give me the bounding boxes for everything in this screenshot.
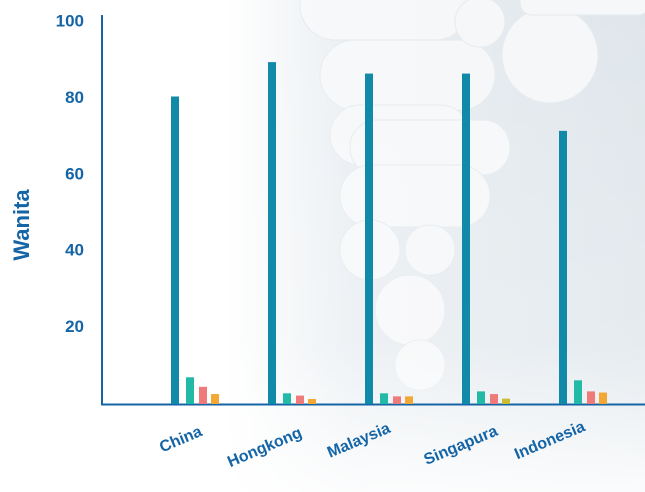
y-tick-label: 80 xyxy=(65,88,84,107)
bar-singapura-series-2 xyxy=(477,391,485,404)
bar-china-series-3 xyxy=(199,386,207,404)
y-tick-label: 20 xyxy=(65,317,84,336)
y-axis-title: Wanita xyxy=(9,189,34,261)
bar-hongkong-series-1 xyxy=(268,62,276,405)
bar-indonesia-series-3 xyxy=(587,391,595,404)
bars xyxy=(171,62,607,405)
bar-hongkong-series-3 xyxy=(296,395,304,404)
bar-indonesia-series-4 xyxy=(599,392,607,404)
bar-china-series-2 xyxy=(186,377,194,404)
bar-singapura-series-3 xyxy=(490,394,498,404)
y-tick-label: 40 xyxy=(65,241,84,260)
y-tick-labels: 20 40 60 80 100 xyxy=(56,11,84,336)
bar-malaysia-series-3 xyxy=(393,396,401,404)
bar-china-series-1 xyxy=(171,96,179,405)
axes xyxy=(101,15,645,406)
bar-malaysia-series-2 xyxy=(380,393,388,404)
bar-hongkong-series-2 xyxy=(283,393,291,404)
y-tick-label: 100 xyxy=(56,11,84,30)
bar-china-series-4 xyxy=(211,394,219,404)
bar-indonesia-series-2 xyxy=(574,380,582,404)
bar-malaysia-series-1 xyxy=(365,73,373,404)
bar-malaysia-series-4 xyxy=(405,396,413,404)
bar-hongkong-series-4 xyxy=(308,399,316,404)
bar-indonesia-series-1 xyxy=(559,130,567,404)
bar-singapura-series-1 xyxy=(462,73,470,404)
y-tick-label: 60 xyxy=(65,164,84,183)
bar-singapura-series-4 xyxy=(502,398,510,404)
